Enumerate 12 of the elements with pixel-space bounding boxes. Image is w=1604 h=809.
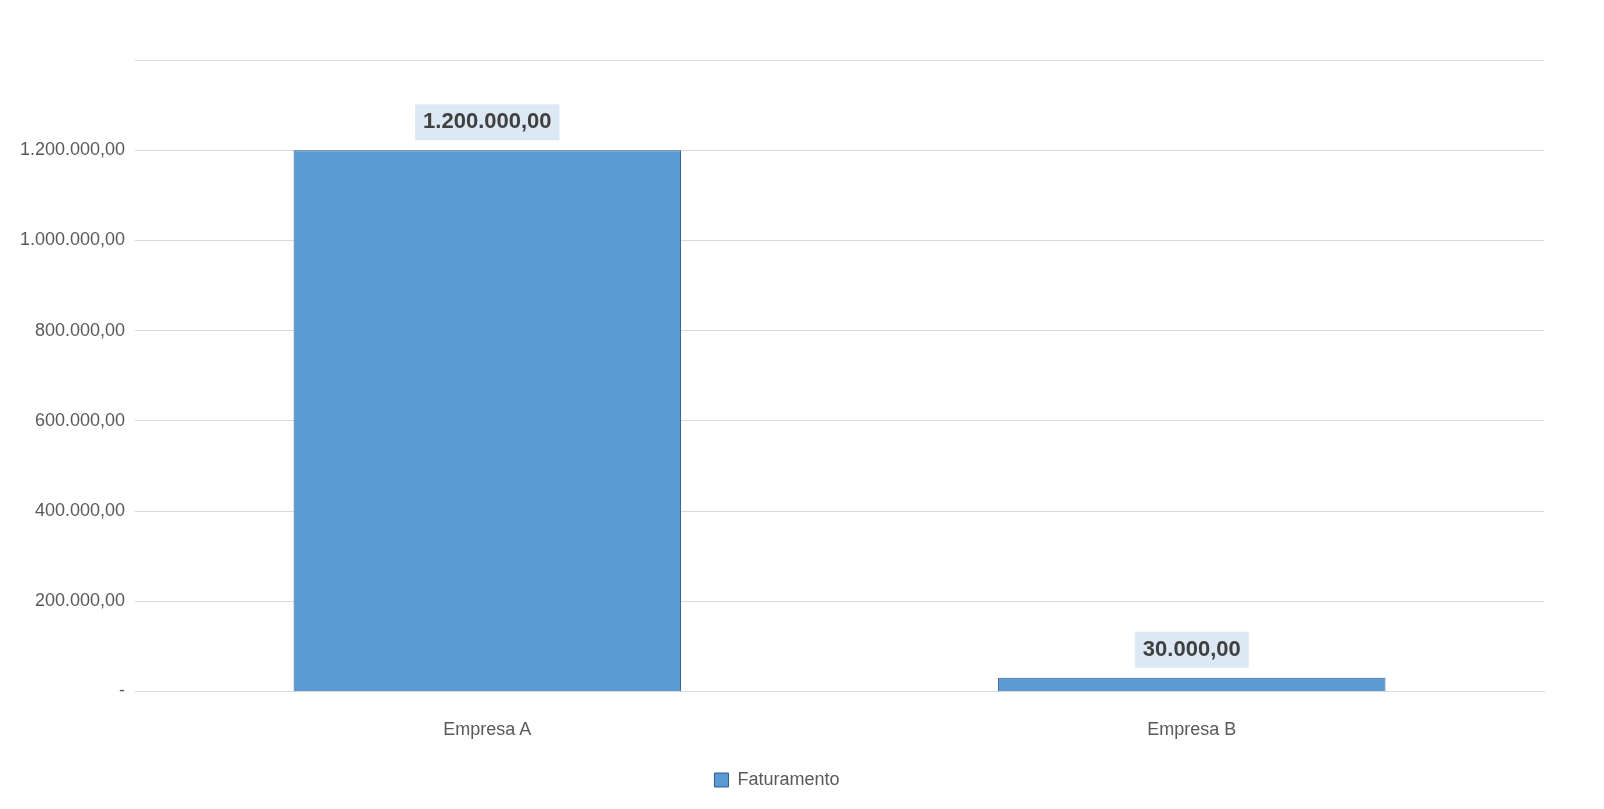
- x-tick-label: Empresa A: [443, 719, 532, 740]
- x-tick-label: Empresa B: [1147, 719, 1237, 740]
- y-tick-label: 400.000,00: [35, 499, 126, 520]
- y-tick-label: 1.200.000,00: [19, 139, 126, 160]
- data-label: 1.200.000,00: [423, 108, 552, 134]
- y-tick-label: 1.000.000,00: [19, 229, 126, 250]
- y-tick-label: -: [119, 680, 126, 701]
- y-tick-label: 200.000,00: [35, 590, 126, 611]
- legend-label: Faturamento: [737, 768, 840, 789]
- data-label: 30.000,00: [1142, 635, 1241, 661]
- y-tick-label: 800.000,00: [35, 319, 126, 340]
- y-tick-label: 600.000,00: [35, 409, 126, 430]
